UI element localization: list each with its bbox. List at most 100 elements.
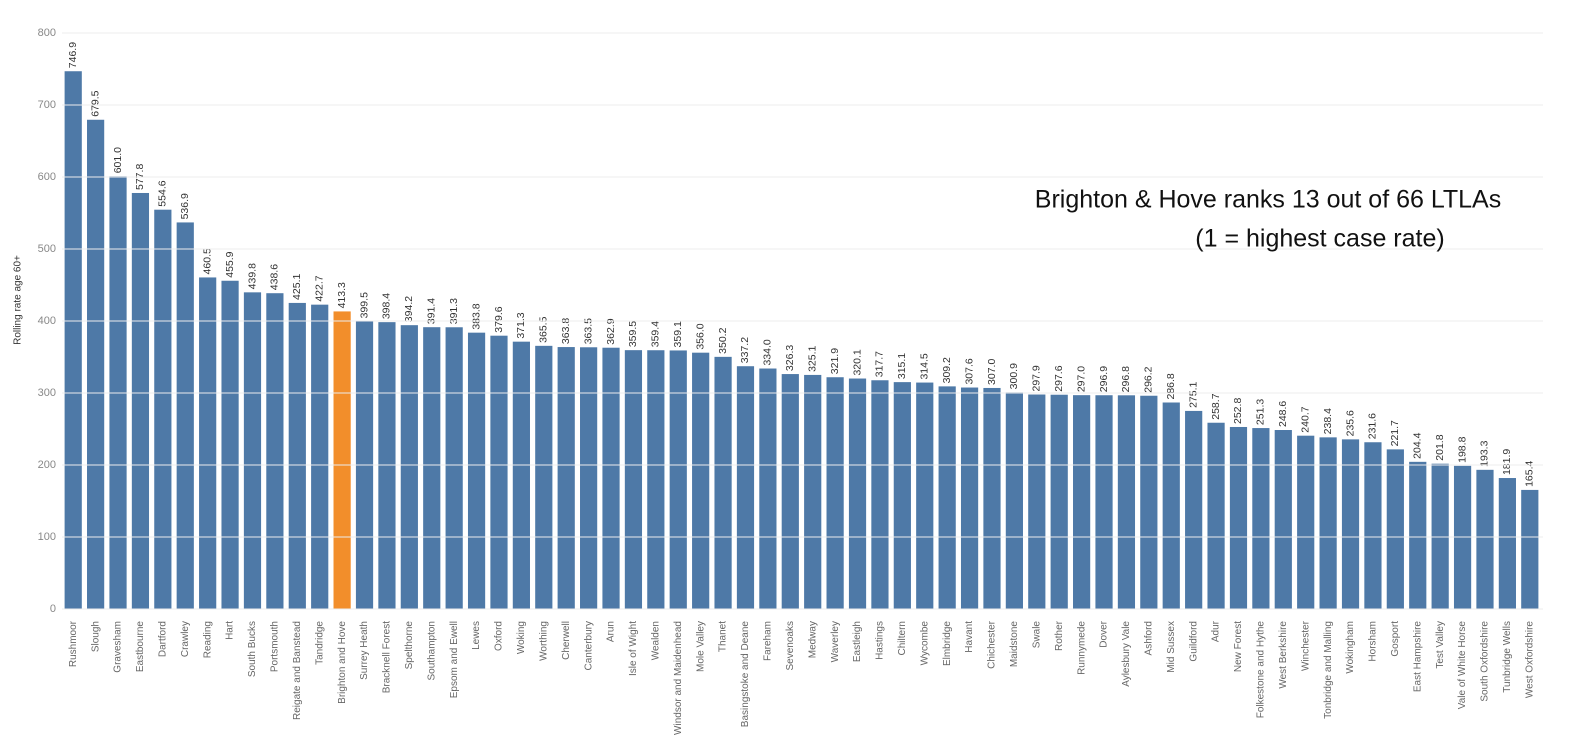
x-tick-label: Lewes <box>471 621 482 650</box>
bar <box>1297 435 1315 609</box>
x-tick-label: Folkestone and Hythe <box>1256 621 1267 719</box>
x-tick-label: Gravesham <box>113 621 124 673</box>
data-label: 337.2 <box>739 337 751 363</box>
bar <box>804 374 822 609</box>
bar <box>445 327 463 609</box>
bar <box>624 350 643 609</box>
bar <box>1341 439 1360 609</box>
bar <box>423 327 441 609</box>
x-tick-label: Rother <box>1054 620 1065 651</box>
bar <box>131 192 150 609</box>
bar <box>916 382 934 609</box>
x-tick-label: Elmbridge <box>942 621 953 666</box>
data-label: 356.0 <box>694 323 706 349</box>
bar <box>960 387 979 609</box>
data-label: 383.8 <box>470 303 482 329</box>
x-tick-label: Canterbury <box>583 621 594 670</box>
x-tick-label: Hart <box>225 621 236 640</box>
x-tick-label: Bracknell Forest <box>382 621 393 693</box>
data-label: 286.8 <box>1165 373 1177 399</box>
data-label: 307.0 <box>986 359 998 385</box>
data-label: 252.8 <box>1232 398 1244 424</box>
data-label: 334.0 <box>762 339 774 365</box>
y-tick-label: 100 <box>38 531 56 543</box>
data-label: 422.7 <box>313 275 325 301</box>
data-label: 350.2 <box>717 327 729 353</box>
y-tick-label: 0 <box>50 603 56 615</box>
x-tick-label: Maidstone <box>1009 621 1020 668</box>
bar <box>1476 469 1494 609</box>
data-label: 297.0 <box>1075 366 1087 392</box>
x-tick-label: Reigate and Banstead <box>292 621 303 720</box>
x-tick-label: Wealden <box>650 621 661 660</box>
bar <box>1095 395 1113 609</box>
bar <box>490 335 508 609</box>
data-label: 359.5 <box>627 321 639 347</box>
bar <box>1498 478 1516 609</box>
bar <box>535 345 553 609</box>
bar <box>692 352 710 609</box>
x-tick-label: Tandridge <box>314 621 325 665</box>
data-label: 379.6 <box>493 306 505 332</box>
y-tick-label: 400 <box>38 315 56 327</box>
x-tick-label: Wycombe <box>919 621 930 666</box>
data-label: 297.9 <box>1031 365 1043 391</box>
data-label: 235.6 <box>1344 410 1356 436</box>
bar <box>1521 489 1539 609</box>
y-tick-label: 700 <box>38 99 56 111</box>
bar <box>714 356 732 609</box>
x-tick-label: Arun <box>606 621 617 642</box>
x-tick-label: Eastleigh <box>852 621 863 662</box>
x-tick-label: Ashford <box>1143 621 1154 655</box>
x-tick-label: Rushmoor <box>68 620 79 667</box>
annotation: (1 = highest case rate) <box>1195 225 1444 253</box>
y-tick-label: 800 <box>38 27 56 39</box>
data-label: 240.7 <box>1299 406 1311 432</box>
x-tick-label: Spelthorne <box>404 621 415 670</box>
bar <box>602 347 620 609</box>
bar <box>1117 395 1136 609</box>
x-tick-label: Vale of White Horse <box>1457 621 1468 710</box>
bar <box>288 302 306 609</box>
bar <box>580 347 598 609</box>
bar <box>871 380 889 609</box>
bar <box>736 366 755 609</box>
x-tick-label: Swale <box>1031 621 1042 649</box>
bar <box>378 322 396 609</box>
bar <box>848 378 867 609</box>
data-label: 363.5 <box>582 318 594 344</box>
data-label: 438.6 <box>269 264 281 290</box>
data-label: 300.9 <box>1008 363 1020 389</box>
bar <box>154 209 172 610</box>
x-tick-label: Surrey Heath <box>359 621 370 680</box>
data-label: 231.6 <box>1367 413 1379 439</box>
data-label: 391.3 <box>448 298 460 324</box>
data-label: 248.6 <box>1277 401 1289 427</box>
x-tick-label: South Bucks <box>247 621 258 677</box>
data-label: 320.1 <box>851 349 863 375</box>
bar <box>1028 394 1046 609</box>
bar <box>1005 392 1023 609</box>
x-tick-label: Chiltern <box>897 621 908 655</box>
x-tick-label: Crawley <box>180 621 191 657</box>
data-label: 326.3 <box>784 345 796 371</box>
annotation: Brighton & Hove ranks 13 out of 66 LTLAs <box>1035 186 1501 214</box>
x-tick-label: Worthing <box>538 621 549 661</box>
bar <box>221 280 239 609</box>
data-label: 536.9 <box>179 193 191 219</box>
data-label: 359.1 <box>672 321 684 347</box>
x-tick-label: Adur <box>1211 620 1222 642</box>
data-label: 371.3 <box>515 312 527 338</box>
bar <box>512 341 530 609</box>
x-tick-label: Guildford <box>1188 621 1199 662</box>
bar <box>87 119 105 609</box>
x-tick-label: Basingstoke and Deane <box>740 621 751 728</box>
data-label: 198.8 <box>1456 436 1468 462</box>
x-tick-label: Eastbourne <box>135 621 146 673</box>
data-label: 258.7 <box>1210 393 1222 419</box>
data-label: 309.2 <box>941 357 953 383</box>
x-tick-label: Tunbridge Wells <box>1502 621 1513 693</box>
bar <box>176 222 194 609</box>
bar <box>1252 428 1270 609</box>
x-tick-label: Brighton and Hove <box>337 621 348 704</box>
